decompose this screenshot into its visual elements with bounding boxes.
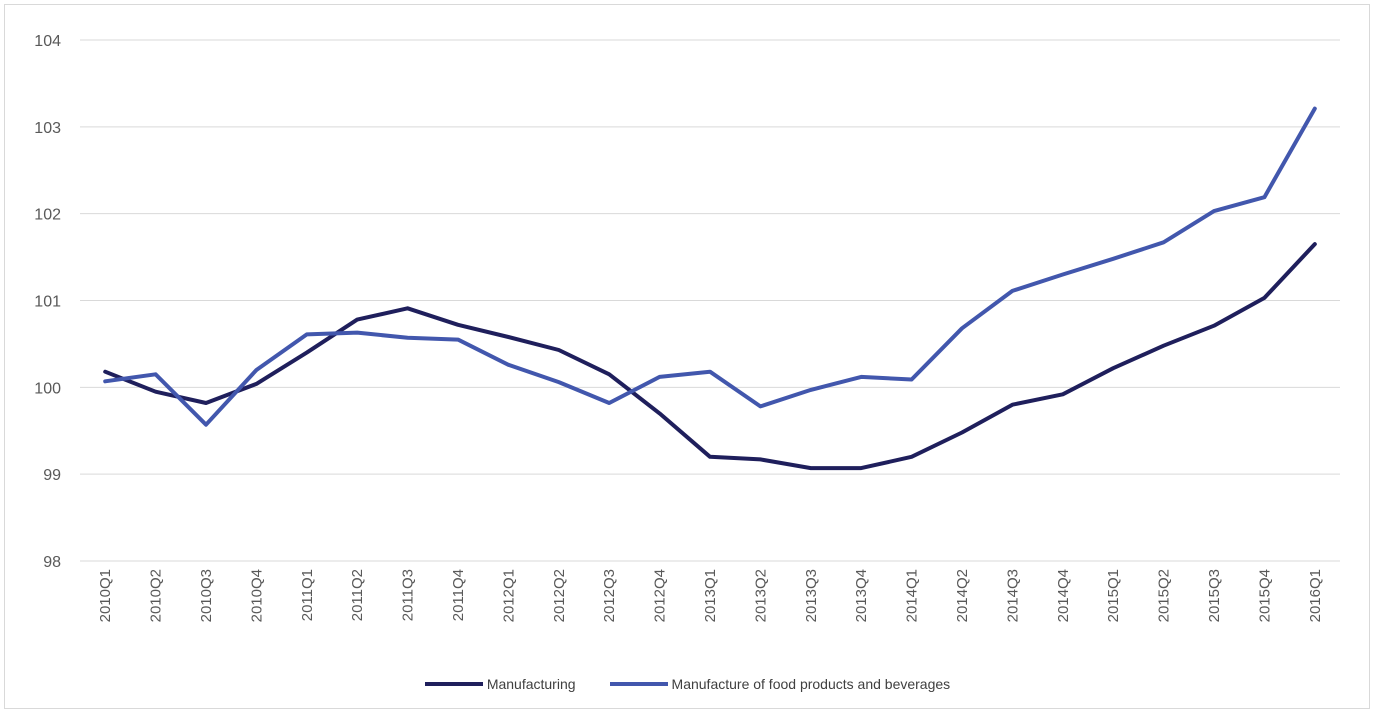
y-tick-label-104: 104 [34, 33, 61, 50]
legend: Manufacturing Manufacture of food produc… [0, 676, 1375, 692]
x-tick-label-2010Q4: 2010Q4 [248, 569, 265, 622]
x-tick-label-2013Q4: 2013Q4 [853, 569, 870, 622]
x-tick-label-2012Q2: 2012Q2 [551, 569, 568, 622]
x-tick-label-2014Q2: 2014Q2 [954, 569, 971, 622]
x-tick-label-2013Q2: 2013Q2 [752, 569, 769, 622]
x-tick-label-2015Q3: 2015Q3 [1206, 569, 1223, 622]
legend-item-food-products: Manufacture of food products and beverag… [609, 676, 951, 692]
x-tick-label-2013Q1: 2013Q1 [702, 569, 719, 622]
x-tick-label-2012Q3: 2012Q3 [601, 569, 618, 622]
x-tick-label-2015Q1: 2015Q1 [1105, 569, 1122, 622]
x-tick-label-2013Q3: 2013Q3 [803, 569, 820, 622]
x-tick-label-2014Q3: 2014Q3 [1004, 569, 1021, 622]
x-tick-label-2014Q1: 2014Q1 [904, 569, 921, 622]
x-tick-label-2010Q1: 2010Q1 [97, 569, 114, 622]
x-tick-label-2014Q4: 2014Q4 [1055, 569, 1072, 622]
x-tick-label-2011Q1: 2011Q1 [299, 569, 316, 621]
y-tick-label-103: 103 [34, 120, 61, 137]
legend-swatch-food-products [609, 682, 668, 686]
series-line-1 [103, 106, 1317, 427]
y-tick-label-99: 99 [43, 467, 61, 484]
legend-item-manufacturing: Manufacturing [424, 676, 576, 692]
x-tick-label-2012Q1: 2012Q1 [500, 569, 517, 622]
y-tick-label-100: 100 [34, 380, 61, 397]
x-tick-label-2016Q1: 2016Q1 [1307, 569, 1324, 622]
x-tick-label-2011Q3: 2011Q3 [400, 569, 417, 621]
y-tick-label-98: 98 [43, 554, 61, 571]
x-tick-label-2011Q2: 2011Q2 [349, 569, 366, 621]
x-tick-label-2015Q2: 2015Q2 [1156, 569, 1173, 622]
legend-swatch-manufacturing [424, 682, 483, 686]
legend-label-manufacturing: Manufacturing [486, 676, 576, 692]
y-tick-label-102: 102 [34, 207, 61, 224]
x-tick-label-2011Q4: 2011Q4 [450, 569, 467, 621]
series-line-0 [103, 242, 1317, 471]
x-tick-label-2015Q4: 2015Q4 [1256, 569, 1273, 622]
x-tick-label-2012Q4: 2012Q4 [652, 569, 669, 622]
y-tick-label-101: 101 [34, 294, 61, 311]
chart-frame [4, 4, 1370, 709]
legend-label-food-products: Manufacture of food products and beverag… [671, 676, 951, 692]
x-tick-label-2010Q3: 2010Q3 [198, 569, 215, 622]
x-tick-label-2010Q2: 2010Q2 [148, 569, 165, 622]
